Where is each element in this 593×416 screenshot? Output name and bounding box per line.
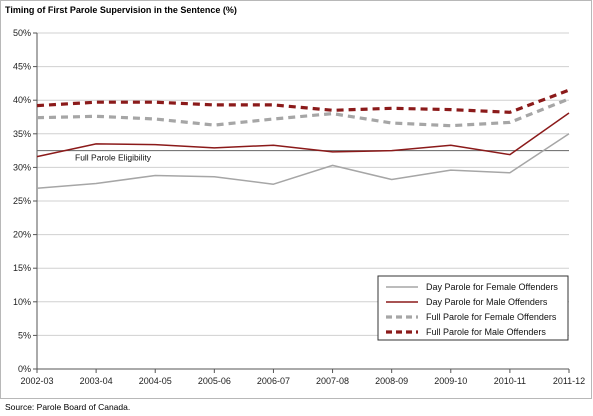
chart-frame — [0, 0, 592, 399]
legend-label: Full Parole for Male Offenders — [426, 327, 546, 337]
x-tick-label: 2010-11 — [494, 376, 526, 386]
x-tick-label: 2004-05 — [139, 376, 172, 386]
y-tick-label: 35% — [13, 129, 31, 139]
data-point — [213, 123, 217, 127]
data-point — [153, 117, 157, 121]
series-line — [36, 88, 570, 114]
y-tick-label: 30% — [13, 162, 31, 172]
data-point — [213, 103, 217, 107]
y-tick-label: 50% — [13, 28, 31, 38]
x-tick-label: 2002-03 — [20, 376, 53, 386]
chart-title: Timing of First Parole Supervision in th… — [5, 5, 237, 15]
x-tick-label: 2007-08 — [316, 376, 349, 386]
y-tick-label: 5% — [18, 330, 31, 340]
series-line — [36, 112, 570, 158]
data-point — [331, 112, 335, 116]
y-tick-label: 10% — [13, 297, 31, 307]
x-tick-label: 2009-10 — [434, 376, 467, 386]
legend-label: Day Parole for Female Offenders — [426, 282, 558, 292]
line-chart: 0% 5% 10% 15% 20% 25% 30% 35% 40% 45% 50% 2002-03 20… — [13, 28, 585, 386]
y-tick-label: 25% — [13, 196, 31, 206]
data-point — [272, 103, 276, 107]
y-tick-label: 40% — [13, 95, 31, 105]
series-line — [36, 133, 570, 189]
y-tick-label: 45% — [13, 62, 31, 72]
y-tick-label: 20% — [13, 230, 31, 240]
legend-label: Full Parole for Female Offenders — [426, 312, 557, 322]
x-tick-label: 2008-09 — [375, 376, 408, 386]
y-tick-label: 0% — [18, 364, 31, 374]
reference-line-label: Full Parole Eligibility — [75, 153, 152, 163]
x-tick-label: 2003-04 — [80, 376, 113, 386]
data-point — [153, 100, 157, 104]
x-tick-label: 2005-06 — [198, 376, 231, 386]
data-point — [272, 117, 276, 121]
x-tick-label: 2006-07 — [257, 376, 290, 386]
source-note: Source: Parole Board of Canada. — [5, 402, 131, 412]
y-tick-label: 15% — [13, 263, 31, 273]
legend-label: Day Parole for Male Offenders — [426, 297, 548, 307]
x-tick-label: 2011-12 — [553, 376, 585, 386]
series-line — [36, 97, 570, 128]
